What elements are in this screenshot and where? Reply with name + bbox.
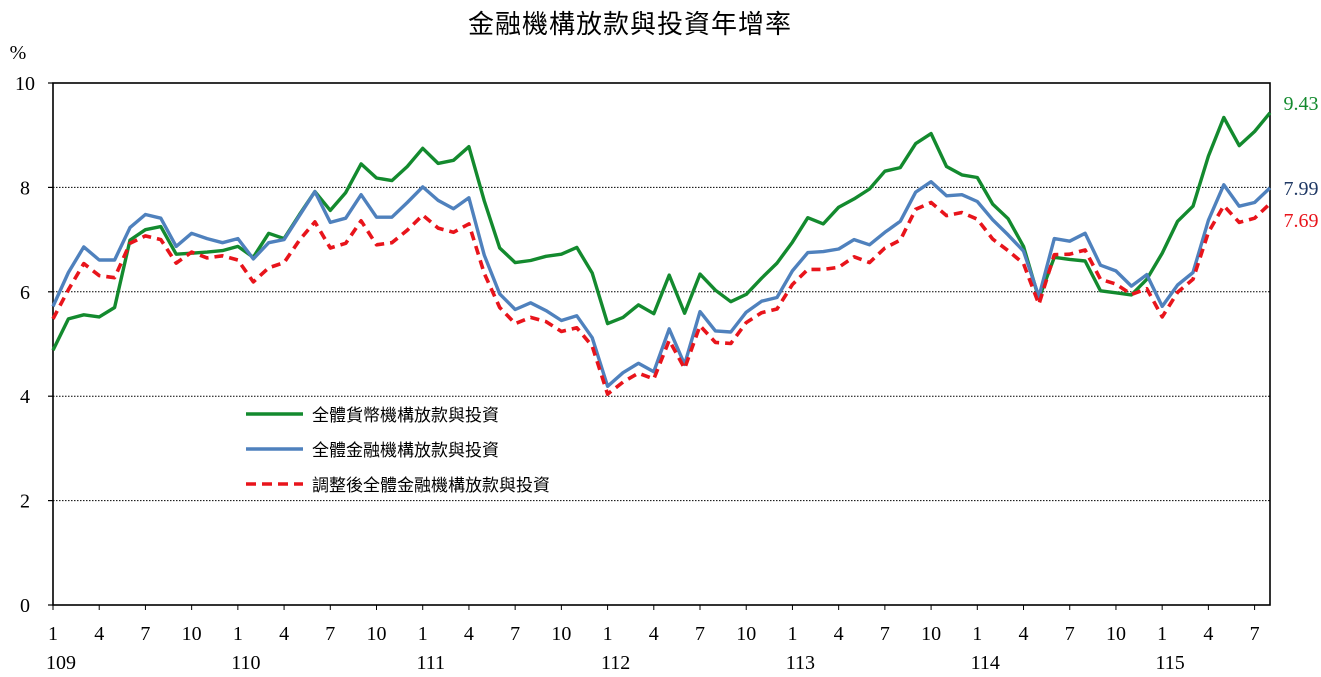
x-tick-label: 1 bbox=[48, 623, 58, 645]
y-tick-label: 2 bbox=[20, 491, 30, 513]
x-tick-label: 10 bbox=[1106, 623, 1126, 645]
x-tick-label: 7 bbox=[140, 623, 150, 645]
legend-label-3: 調整後全體金融機構放款與投資 bbox=[312, 476, 550, 495]
legend-label-2: 全體金融機構放款與投資 bbox=[312, 441, 499, 460]
x-tick-label: 4 bbox=[649, 623, 659, 645]
x-tick-label: 10 bbox=[551, 623, 571, 645]
y-tick-label: 6 bbox=[20, 282, 30, 304]
x-tick-label: 4 bbox=[94, 623, 104, 645]
chart-title: 金融機構放款與投資年增率 bbox=[467, 10, 792, 40]
legend-label-1: 全體貨幣機構放款與投資 bbox=[312, 406, 499, 425]
y-tick-label: 8 bbox=[20, 177, 30, 199]
x-year-label: 110 bbox=[231, 652, 260, 674]
x-year-label: 109 bbox=[46, 652, 76, 674]
x-year-label: 114 bbox=[971, 652, 1000, 674]
x-tick-label: 10 bbox=[367, 623, 387, 645]
x-tick-label: 4 bbox=[834, 623, 844, 645]
x-tick-label: 10 bbox=[736, 623, 756, 645]
x-tick-label: 7 bbox=[880, 623, 890, 645]
y-tick-label: 10 bbox=[15, 73, 35, 95]
x-tick-label: 1 bbox=[972, 623, 982, 645]
x-tick-label: 7 bbox=[325, 623, 335, 645]
y-axis-label: % bbox=[10, 42, 27, 64]
x-year-label: 112 bbox=[601, 652, 630, 674]
series-end-label-2: 7.99 bbox=[1284, 178, 1319, 200]
series-line-3 bbox=[51, 200, 1272, 396]
x-year-label: 113 bbox=[786, 652, 815, 674]
y-tick-label: 0 bbox=[20, 595, 30, 617]
x-tick-label: 1 bbox=[787, 623, 797, 645]
x-tick-label: 7 bbox=[510, 623, 520, 645]
series-end-label-1: 9.43 bbox=[1284, 93, 1319, 115]
x-tick-label: 1 bbox=[603, 623, 613, 645]
series-line-2 bbox=[51, 179, 1272, 388]
x-tick-label: 1 bbox=[1157, 623, 1167, 645]
x-tick-label: 10 bbox=[921, 623, 941, 645]
y-tick-label: 4 bbox=[20, 386, 30, 408]
x-tick-label: 1 bbox=[418, 623, 428, 645]
x-tick-label: 7 bbox=[1065, 623, 1075, 645]
x-tick-label: 7 bbox=[695, 623, 705, 645]
x-tick-label: 1 bbox=[233, 623, 243, 645]
x-year-label: 115 bbox=[1156, 652, 1185, 674]
x-tick-label: 4 bbox=[279, 623, 289, 645]
x-tick-label: 4 bbox=[464, 623, 474, 645]
x-tick-label: 4 bbox=[1203, 623, 1213, 645]
x-year-label: 111 bbox=[416, 652, 445, 674]
x-tick-label: 7 bbox=[1250, 623, 1260, 645]
series-line-1 bbox=[51, 111, 1272, 352]
series-end-label-3: 7.69 bbox=[1284, 210, 1319, 232]
plot-frame bbox=[52, 82, 1271, 606]
x-tick-label: 10 bbox=[182, 623, 202, 645]
x-tick-label: 4 bbox=[1019, 623, 1029, 645]
